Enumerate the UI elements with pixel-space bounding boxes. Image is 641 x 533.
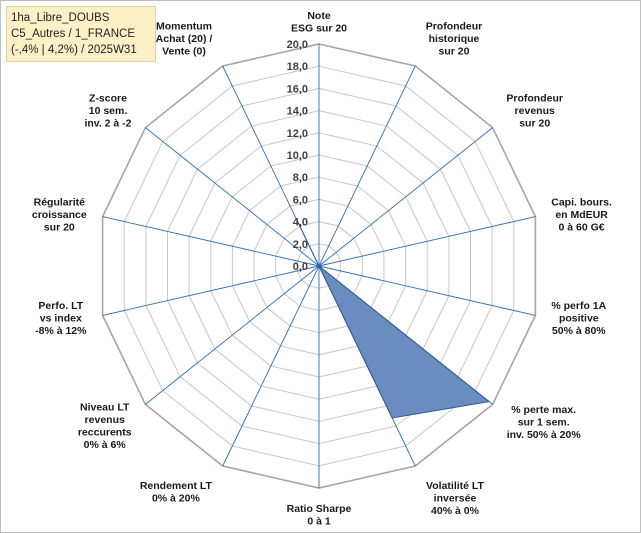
radar-spoke-1 [318, 65, 416, 267]
axis-label-2-line-2: sur 20 [519, 117, 550, 129]
axis-label-7-line-1: 0 à 1 [307, 516, 331, 528]
radar-spoke-3 [318, 216, 536, 267]
axis-label-1-line-1: historique [429, 33, 480, 45]
axis-label-8-line-0: Rendement LT [140, 480, 213, 492]
tick-label-14: 14,0 [287, 106, 308, 118]
axis-label-11-line-2: sur 20 [44, 222, 75, 234]
axis-label-5-line-2: inv. 50% à 20% [507, 429, 582, 441]
radar-spoke-12 [145, 127, 320, 267]
axis-label-12-line-0: Z-score [89, 92, 127, 104]
axis-label-7-line-0: Ratio Sharpe [287, 503, 352, 515]
axis-label-8: Rendement LT0% à 20% [140, 480, 213, 505]
title-line-3: (-,4% | 4,2%) / 2025W31 [11, 44, 137, 56]
axis-label-12-line-1: 10 sem. [89, 105, 128, 117]
radar-series [296, 220, 491, 419]
title-line-2: C5_Autres / 1_FRANCE [11, 28, 135, 40]
axis-label-13-line-1: Achat (20) / [156, 33, 213, 45]
tick-label-12: 12,0 [287, 128, 308, 140]
tick-label-0: 0,0 [293, 261, 308, 273]
axis-label-2-line-1: revenus [515, 105, 555, 117]
axis-label-6-line-2: 40% à 0% [431, 505, 480, 517]
tick-label-2: 2,0 [293, 239, 308, 251]
axis-label-3-line-2: 0 à 60 G€ [559, 222, 605, 234]
tick-label-16: 16,0 [287, 83, 308, 95]
radar-spoke-9 [145, 265, 320, 405]
axis-label-10-line-1: vs index [40, 312, 82, 324]
tick-label-6: 6,0 [293, 194, 308, 206]
axis-label-11-line-1: croissance [32, 209, 87, 221]
radar-tick-labels: 0,0 2,0 4,0 6,0 8,0 10,0 12,0 14,0 16,0 18,0 20,0 [287, 39, 308, 273]
tick-label-8: 8,0 [293, 172, 308, 184]
axis-label-9-line-2: reccurents [78, 427, 132, 439]
axis-label-11-line-0: Régularité [34, 197, 86, 209]
axis-label-1-line-2: sur 20 [439, 46, 470, 58]
axis-label-8-line-1: 0% à 20% [152, 493, 201, 505]
axis-label-9-line-3: 0% à 6% [84, 439, 127, 451]
axis-label-4-line-1: positive [559, 312, 599, 324]
axis-label-0-line-0: Note [307, 10, 330, 22]
axis-label-6-line-1: inversée [434, 493, 477, 505]
radar-spoke-8 [222, 265, 320, 467]
axis-label-4-line-0: % perfo 1A [551, 300, 606, 312]
axis-label-10-line-2: -8% à 12% [35, 325, 87, 337]
title-line-1: 1ha_Libre_DOUBS [11, 12, 110, 24]
radar-spoke-4 [318, 265, 536, 316]
axis-label-1-line-0: Profondeur [426, 21, 483, 33]
axis-label-5: % perte max.sur 1 sem.inv. 50% à 20% [507, 404, 582, 441]
tick-label-18: 18,0 [287, 61, 308, 73]
axis-label-10-line-0: Perfo. LT [38, 300, 83, 312]
axis-label-5-line-1: sur 1 sem. [518, 417, 570, 429]
axis-label-4-line-2: 50% à 80% [552, 325, 606, 337]
radar-spoke-10 [102, 265, 320, 316]
axis-label-12-line-2: inv. 2 à -2 [84, 117, 131, 129]
axis-label-9-line-0: Niveau LT [80, 402, 130, 414]
tick-label-4: 4,0 [293, 217, 308, 229]
tick-label-20: 20,0 [287, 39, 308, 51]
axis-label-3-line-1: en MdEUR [555, 209, 608, 221]
radar-series-area [296, 220, 491, 419]
radar-spoke-11 [102, 216, 320, 267]
axis-label-13-line-2: Vente (0) [162, 46, 206, 58]
chart-title-box: 1ha_Libre_DOUBS C5_Autres / 1_FRANCE (-,… [6, 6, 156, 62]
axis-label-6-line-0: Volatilité LT [426, 480, 485, 492]
tick-label-10: 10,0 [287, 150, 308, 162]
axis-label-5-line-0: % perte max. [511, 404, 576, 416]
axis-label-3-line-0: Capi. bours. [551, 197, 612, 209]
axis-label-2-line-0: Profondeur [506, 92, 563, 104]
axis-label-9-line-1: revenus [85, 414, 125, 426]
radar-spoke-2 [318, 127, 493, 267]
axis-label-0-line-1: ESG sur 20 [291, 23, 347, 35]
axis-label-13-line-0: Momentum [156, 21, 212, 33]
